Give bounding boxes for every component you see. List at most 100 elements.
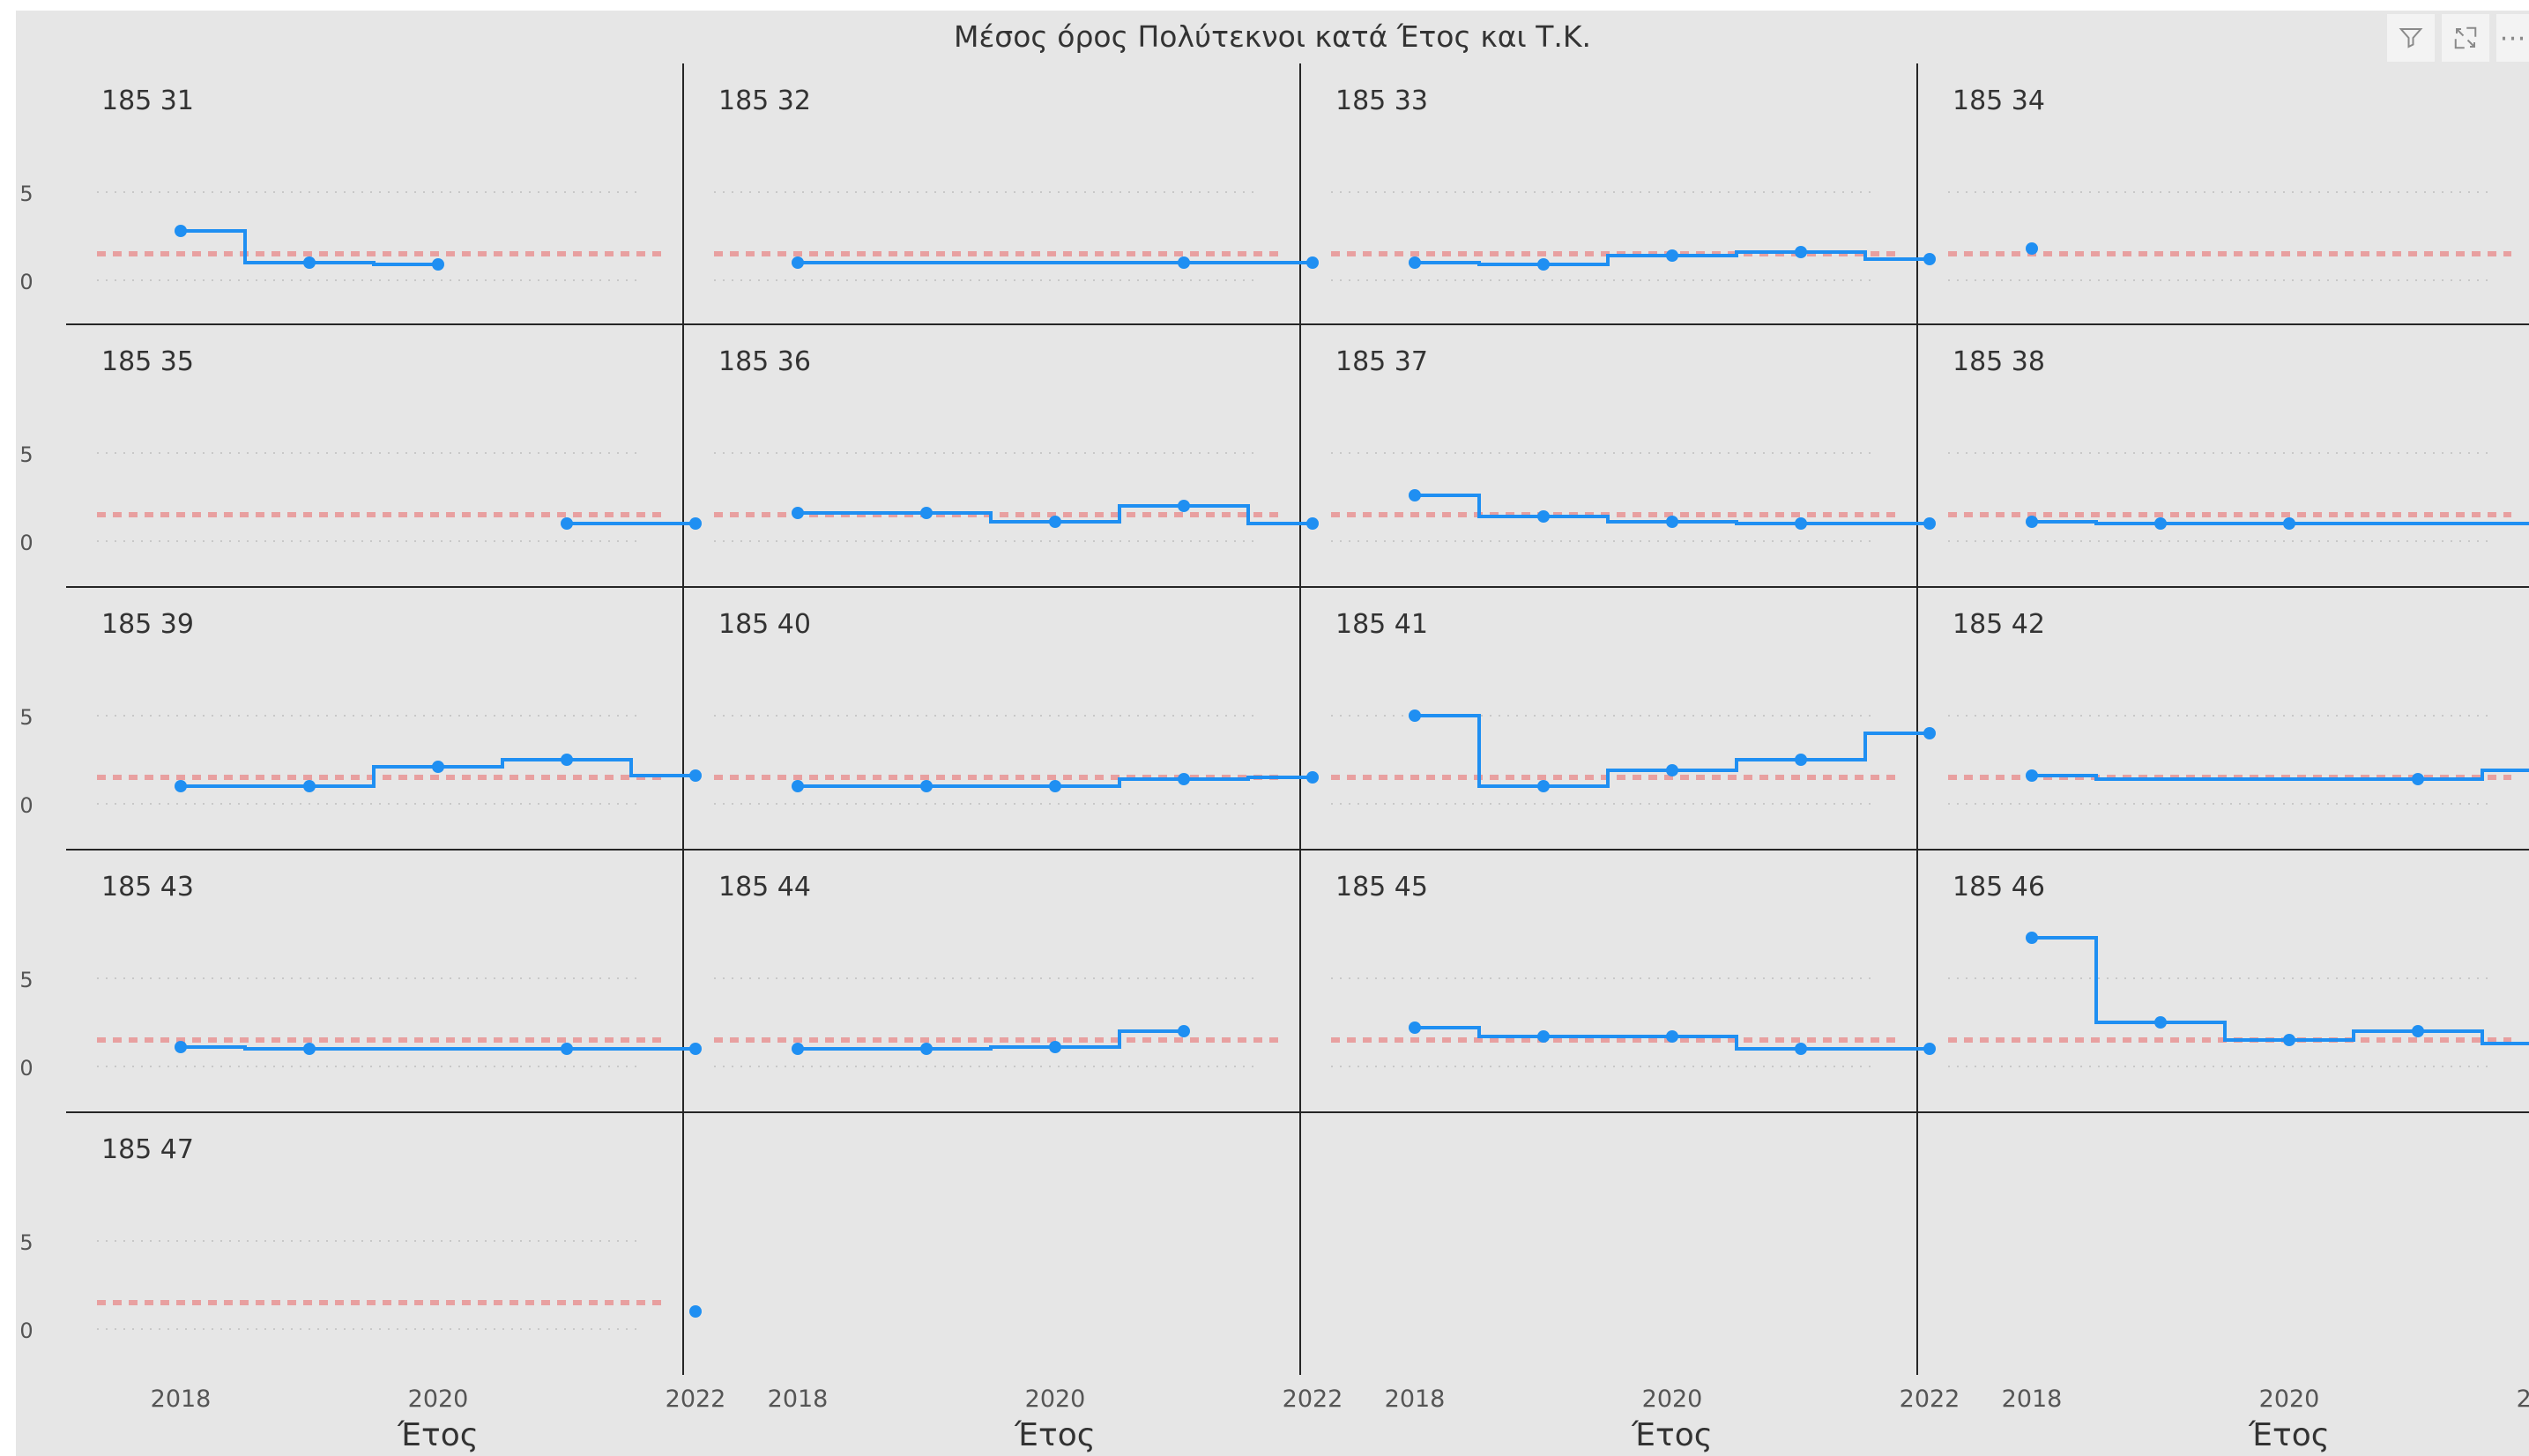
panel-185-32: 185 32 bbox=[714, 85, 1319, 281]
panel-185-43: 185 43 bbox=[97, 872, 702, 1067]
panel-title: 185 36 bbox=[718, 346, 811, 377]
data-point bbox=[1049, 1041, 1061, 1053]
data-point bbox=[1306, 771, 1319, 784]
x-tick-label: 2020 bbox=[2259, 1385, 2320, 1413]
y-tick-label: 5 bbox=[19, 1230, 33, 1255]
data-point bbox=[1666, 1030, 1678, 1043]
data-point bbox=[1537, 510, 1550, 523]
data-point bbox=[1409, 489, 1421, 501]
data-point bbox=[1923, 517, 1936, 530]
data-point bbox=[1178, 773, 1190, 785]
y-tick-label: 5 bbox=[19, 442, 33, 467]
chart-title: Μέσος όρος Πολύτεκνοι κατά Έτος και Τ.Κ. bbox=[953, 19, 1591, 54]
focus-mode-icon bbox=[2454, 26, 2477, 49]
panel-185-46: 185 46 bbox=[1948, 872, 2529, 1067]
y-tick-label: 0 bbox=[19, 1319, 33, 1343]
filter-icon bbox=[2399, 28, 2423, 48]
x-tick-label: 2018 bbox=[1385, 1385, 1446, 1413]
data-point bbox=[1923, 1043, 1936, 1055]
panel-title: 185 37 bbox=[1335, 346, 1428, 377]
y-tick-label: 0 bbox=[19, 270, 33, 294]
data-point bbox=[1306, 517, 1319, 530]
more-options-button[interactable]: ⋯ bbox=[2496, 14, 2529, 62]
data-point bbox=[792, 256, 804, 269]
panel-185-40: 185 40 bbox=[714, 609, 1319, 805]
data-point bbox=[175, 225, 187, 237]
panel-title: 185 39 bbox=[101, 609, 194, 640]
data-point bbox=[175, 1041, 187, 1053]
panel-title: 185 42 bbox=[1953, 609, 2045, 640]
x-tick-label: 2020 bbox=[1025, 1385, 1086, 1413]
data-point bbox=[1666, 764, 1678, 776]
x-tick-label: 2022 bbox=[2517, 1385, 2529, 1413]
x-axis-title: Έτος bbox=[1631, 1417, 1713, 1453]
data-point bbox=[303, 780, 316, 792]
data-point bbox=[2026, 242, 2038, 255]
data-point bbox=[1537, 1030, 1550, 1043]
y-tick-label: 0 bbox=[19, 793, 33, 818]
data-point bbox=[1795, 246, 1807, 258]
panel-title: 185 46 bbox=[1953, 872, 2045, 903]
panel-title: 185 47 bbox=[101, 1134, 194, 1165]
data-point bbox=[432, 258, 444, 271]
panel-title: 185 32 bbox=[718, 85, 811, 116]
focus-mode-button[interactable] bbox=[2442, 14, 2489, 62]
panel-185-45: 185 45 bbox=[1331, 872, 1936, 1067]
x-tick-label: 2022 bbox=[1900, 1385, 1960, 1413]
data-point bbox=[689, 1305, 702, 1318]
series-line bbox=[2032, 520, 2529, 525]
filter-button[interactable] bbox=[2387, 14, 2435, 62]
x-tick-label: 2022 bbox=[666, 1385, 726, 1413]
x-axis-title: Έτος bbox=[1014, 1417, 1096, 1453]
panel-185-44: 185 44 bbox=[714, 872, 1283, 1067]
data-point bbox=[1178, 500, 1190, 512]
data-point bbox=[1537, 258, 1550, 271]
panel-title: 185 41 bbox=[1335, 609, 1428, 640]
data-point bbox=[920, 507, 933, 519]
data-point bbox=[2412, 773, 2424, 785]
panel-title: 185 38 bbox=[1953, 346, 2045, 377]
panel-title: 185 31 bbox=[101, 85, 194, 116]
x-tick-label: 2022 bbox=[1283, 1385, 1343, 1413]
panel-185-37: 185 37 bbox=[1331, 346, 1936, 542]
data-point bbox=[1537, 780, 1550, 792]
x-tick-label: 2018 bbox=[2002, 1385, 2063, 1413]
data-point bbox=[2283, 1034, 2295, 1046]
series-line bbox=[798, 776, 1313, 788]
data-point bbox=[1049, 516, 1061, 528]
series-line bbox=[798, 1029, 1184, 1051]
data-point bbox=[303, 256, 316, 269]
data-point bbox=[1049, 780, 1061, 792]
y-tick-label: 5 bbox=[19, 182, 33, 206]
data-point bbox=[792, 780, 804, 792]
data-point bbox=[1795, 517, 1807, 530]
x-tick-label: 2018 bbox=[768, 1385, 829, 1413]
data-point bbox=[1923, 727, 1936, 739]
y-tick-label: 5 bbox=[19, 705, 33, 730]
panel-185-47: 185 47 bbox=[97, 1134, 702, 1330]
panel-185-42: 185 42 bbox=[1948, 609, 2529, 805]
data-point bbox=[2283, 517, 2295, 530]
data-point bbox=[561, 517, 573, 530]
data-point bbox=[1795, 754, 1807, 766]
panel-185-34: 185 34 bbox=[1948, 85, 2511, 281]
x-tick-label: 2020 bbox=[408, 1385, 469, 1413]
data-point bbox=[1409, 709, 1421, 722]
data-point bbox=[1409, 1021, 1421, 1034]
data-point bbox=[1178, 1025, 1190, 1037]
series-line bbox=[2032, 769, 2529, 781]
y-tick-label: 5 bbox=[19, 968, 33, 992]
data-point bbox=[561, 1043, 573, 1055]
panel-title: 185 43 bbox=[101, 872, 194, 903]
data-point bbox=[2026, 932, 2038, 944]
data-point bbox=[2026, 516, 2038, 528]
data-point bbox=[689, 769, 702, 782]
data-point bbox=[432, 761, 444, 773]
panel-title: 185 44 bbox=[718, 872, 811, 903]
x-tick-label: 2018 bbox=[151, 1385, 212, 1413]
data-point bbox=[1178, 256, 1190, 269]
x-axis-title: Έτος bbox=[397, 1417, 479, 1453]
data-point bbox=[175, 780, 187, 792]
panel-title: 185 40 bbox=[718, 609, 811, 640]
